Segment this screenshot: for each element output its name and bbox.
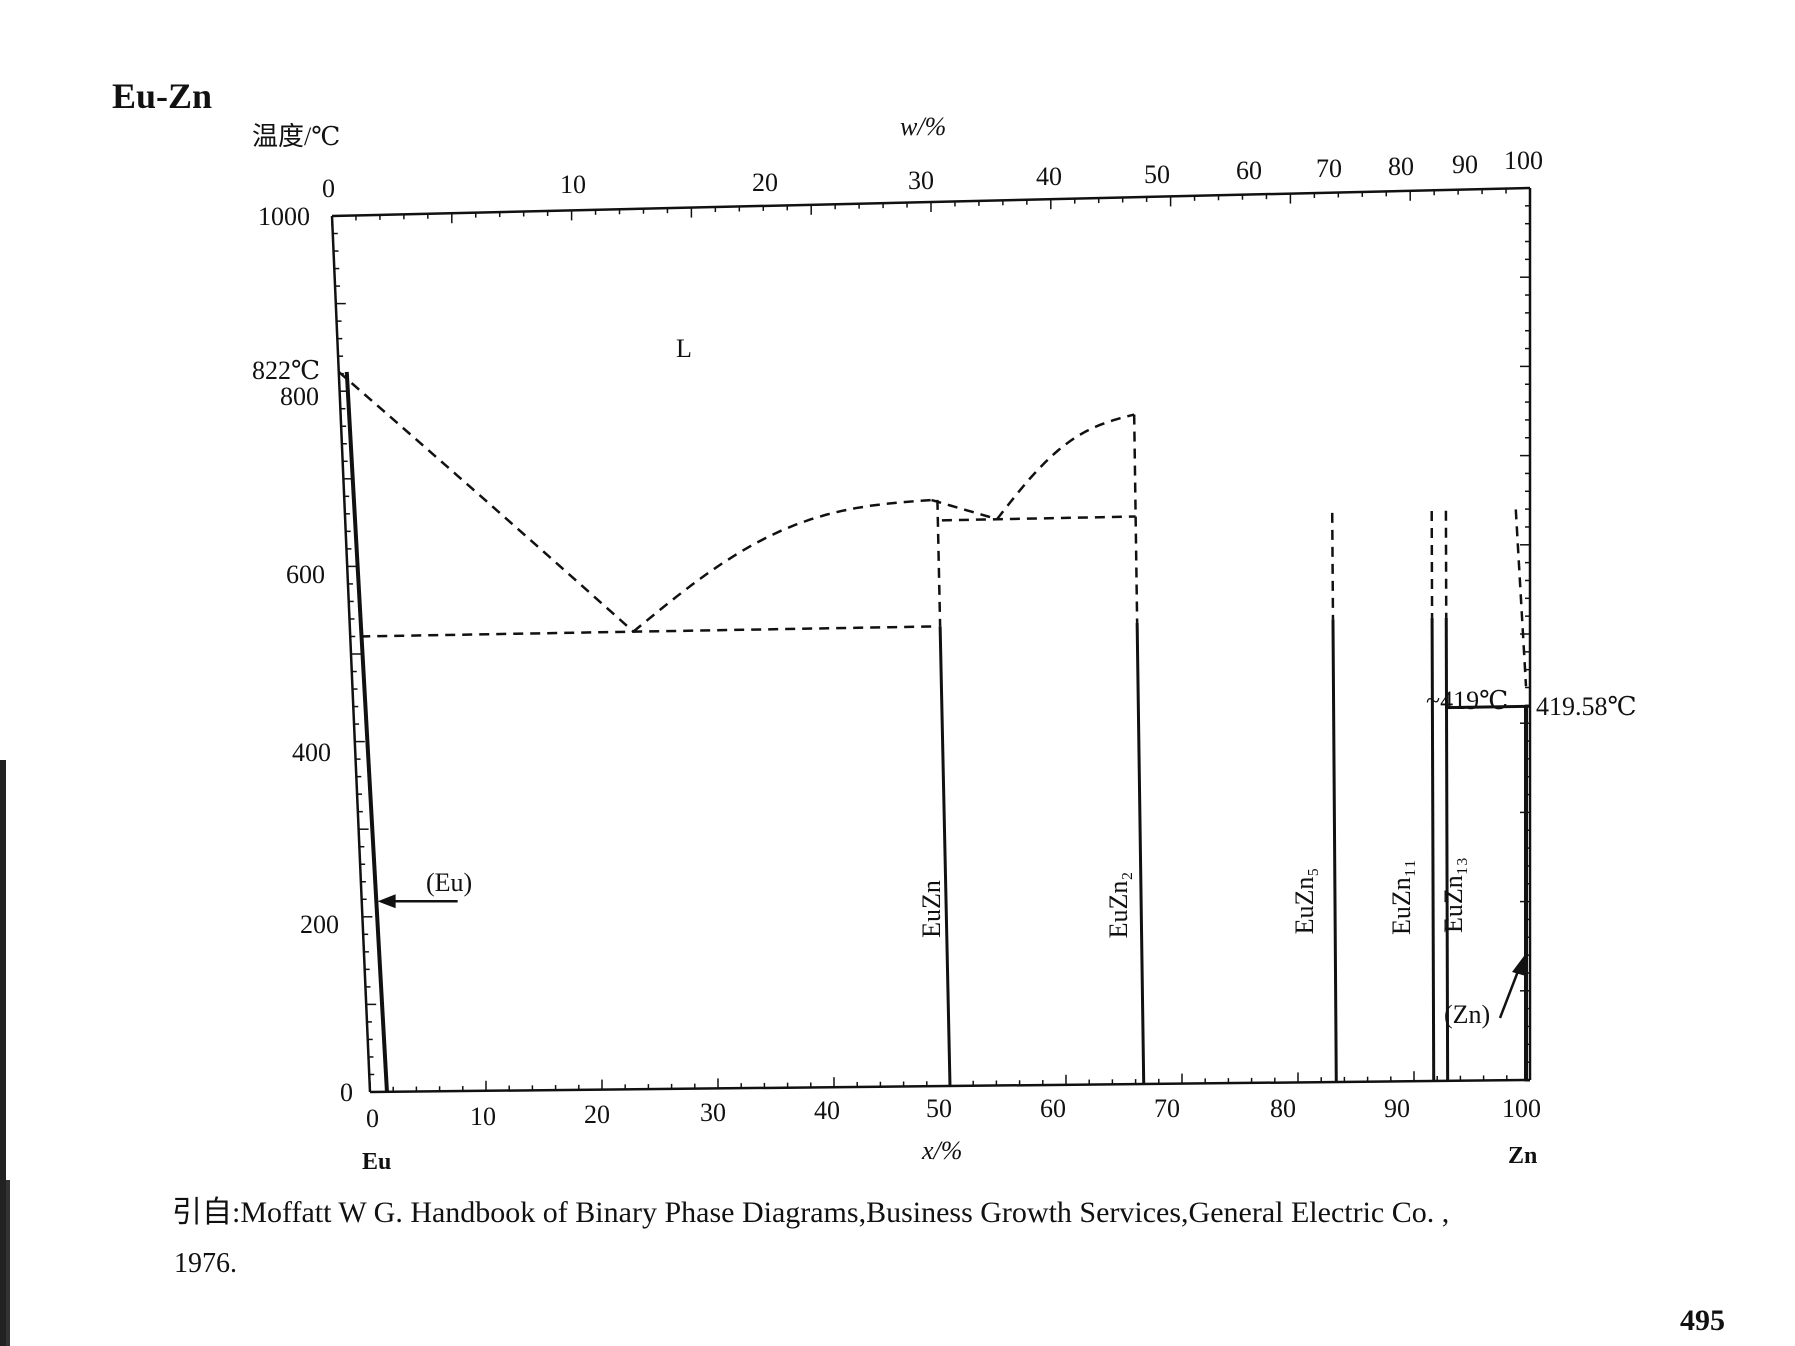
y-axis-label: 温度/℃ [252,122,341,151]
compound-line [1444,617,1450,1081]
top-tick-40: 40 [1036,162,1062,191]
compound-upper-dashed [1330,512,1335,620]
top-tick-0: 0 [322,174,335,203]
compound-upper-dashed [1132,414,1139,623]
phase-boundaries [337,370,1531,1093]
top-tick-90: 90 [1452,150,1478,179]
top-tick-80: 80 [1388,152,1414,181]
top-tick-20: 20 [752,168,778,197]
top-tick-70: 70 [1316,154,1342,183]
bottom-tick-70: 70 [1154,1094,1180,1123]
compound-label-euzn11: EuZn₁₁ [1387,859,1416,935]
eu-arrow-head [377,894,396,909]
zn-arrow-head [1512,956,1526,976]
liquidus-curve [931,498,998,521]
diagram-title: Eu-Zn [112,76,213,116]
citation-line-2: 1976. [174,1248,237,1279]
bottom-tick-80: 80 [1270,1094,1296,1123]
eu-phase-label: (Eu) [426,868,473,897]
bottom-tick-90: 90 [1384,1094,1410,1123]
zn-melting-label: 419.58℃ [1536,692,1637,721]
eutectic-line [941,515,1136,522]
eu-melting-label: 822℃ [252,356,321,385]
bottom-tick-20: 20 [584,1100,610,1129]
left-element-label: Eu [362,1149,392,1175]
compound-line [938,626,952,1087]
compound-upper-dashed [936,499,942,627]
compound-label-euzn2: EuZn₂ [1104,871,1133,939]
compound-line [1135,622,1146,1085]
top-tick-30: 30 [908,166,934,195]
compound-line [1430,617,1436,1082]
compound-line [1331,619,1338,1083]
y-tick-800: 800 [280,382,319,411]
bottom-tick-50: 50 [926,1094,952,1123]
y-tick-600: 600 [286,560,325,589]
y-tick-400: 400 [292,738,331,767]
compound-label-euzn: EuZn [917,880,946,938]
top-axis-label: w/% [900,112,947,141]
right-element-label: Zn [1508,1143,1538,1169]
bottom-tick-100: 100 [1502,1094,1541,1123]
eu-solvus-line [344,371,389,1093]
compound-label-euzn13: EuZn₁₃ [1439,857,1468,933]
bottom-tick-10: 10 [470,1102,496,1131]
zn-phase-label: (Zn) [1444,1000,1491,1029]
bottom-tick-0: 0 [366,1104,379,1133]
page-number: 495 [1680,1304,1725,1337]
bottom-tick-40: 40 [814,1096,840,1125]
bottom-tick-60: 60 [1040,1094,1066,1123]
bottom-axis-label: x/% [922,1136,963,1165]
compound-label-euzn5: EuZn₅ [1290,867,1319,935]
peritectic-line [1446,704,1531,710]
citation-line-1: 引自:Moffatt W G. Handbook of Binary Phase… [172,1196,1450,1229]
liquidus-curve [337,370,635,633]
liquidus-curve [996,413,1135,520]
y-tick-200: 200 [300,910,339,939]
zn-liquidus-dashed [1514,509,1528,687]
peritectic-label: ~419℃ [1426,686,1509,715]
top-tick-100: 100 [1504,146,1543,175]
scan-edge-shadow-lower [6,1180,10,1346]
scan-edge-shadow [0,760,6,1346]
bottom-tick-30: 30 [700,1098,726,1127]
y-tick-0: 0 [340,1078,353,1107]
top-tick-60: 60 [1236,156,1262,185]
eutectic-line [360,625,935,638]
liquid-label: L [676,334,692,363]
zn-arrow-shaft [1498,965,1522,1019]
top-tick-10: 10 [560,170,586,199]
liquidus-curve [632,498,932,633]
y-tick-1000: 1000 [258,202,310,231]
top-tick-50: 50 [1144,160,1170,189]
